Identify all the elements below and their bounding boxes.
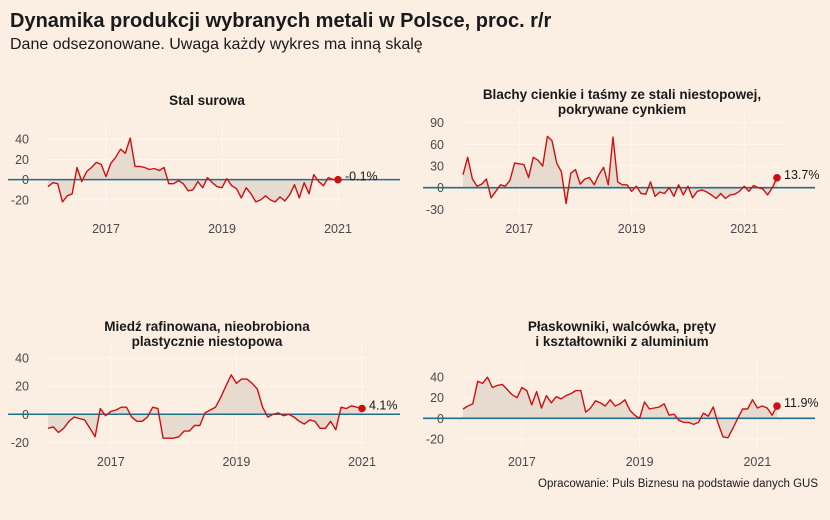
series-line — [47, 137, 339, 203]
panel-title-line: i kształtowniki z aluminium — [535, 334, 708, 349]
end-value-label: 13.7% — [784, 168, 819, 182]
x-tick-label: 2021 — [324, 222, 352, 236]
x-tick-label: 2019 — [626, 455, 654, 469]
chart-subtitle: Dane odsezonowane. Uwaga każdy wykres ma… — [10, 36, 423, 53]
chart-panel-stal-surowa: Stal surowa-2002040201720192021-0.1% — [8, 93, 400, 236]
y-tick-label: -20 — [426, 432, 444, 446]
source-note: Opracowanie: Puls Biznesu na podstawie d… — [538, 478, 818, 490]
y-tick-label: 60 — [430, 138, 444, 152]
y-tick-label: -30 — [426, 203, 444, 217]
y-tick-label: 20 — [15, 153, 29, 167]
end-point-marker — [358, 404, 366, 413]
panel-title-line: plastycznie niestopowa — [132, 334, 283, 349]
y-tick-label: -20 — [11, 436, 29, 450]
y-tick-label: 20 — [430, 391, 444, 405]
x-tick-label: 2019 — [208, 222, 236, 236]
chart-panel-blachy-cienkie: Blachy cienkie i taśmy ze stali niestopo… — [423, 87, 819, 236]
x-tick-label: 2019 — [618, 222, 646, 236]
series-line — [462, 376, 778, 439]
x-tick-label: 2021 — [348, 455, 376, 469]
series-area — [48, 374, 362, 439]
series-area — [463, 377, 777, 438]
x-tick-label: 2021 — [743, 455, 771, 469]
y-tick-label: -20 — [11, 193, 29, 207]
y-tick-label: 40 — [430, 371, 444, 385]
panel-title-line: Miedź rafinowana, nieobrobiona — [104, 319, 310, 334]
end-point-marker — [773, 402, 781, 410]
end-value-label: -0.1% — [345, 170, 378, 184]
series-area — [48, 138, 338, 202]
series-line — [47, 374, 363, 439]
y-tick-label: 20 — [15, 380, 29, 394]
x-tick-label: 2017 — [97, 455, 125, 469]
panel-title-line: Stal surowa — [169, 93, 245, 108]
x-tick-label: 2017 — [508, 455, 536, 469]
end-value-label: 11.9% — [784, 396, 819, 410]
x-tick-label: 2019 — [222, 455, 250, 469]
y-tick-label: 30 — [430, 160, 444, 174]
end-point-marker — [773, 173, 781, 182]
panel-title-line: Płaskowniki, walcówka, pręty — [528, 319, 717, 334]
series-line — [462, 135, 778, 205]
end-point-marker — [334, 175, 342, 184]
y-tick-label: 40 — [15, 133, 29, 147]
y-tick-label: 90 — [430, 116, 444, 130]
end-value-label: 4.1% — [369, 398, 398, 412]
series-area — [463, 136, 777, 204]
x-tick-label: 2017 — [505, 222, 533, 236]
chart-panel-miedz-rafinowana: Miedź rafinowana, nieobrobionaplastyczni… — [8, 319, 400, 469]
y-tick-label: 40 — [15, 352, 29, 366]
x-tick-label: 2021 — [730, 222, 758, 236]
x-tick-label: 2017 — [92, 222, 120, 236]
chart-main-title: Dynamika produkcji wybranych metali w Po… — [10, 10, 552, 32]
panel-title-line: pokrywane cynkiem — [558, 102, 686, 117]
panel-title-line: Blachy cienkie i taśmy ze stali niestopo… — [483, 87, 761, 102]
